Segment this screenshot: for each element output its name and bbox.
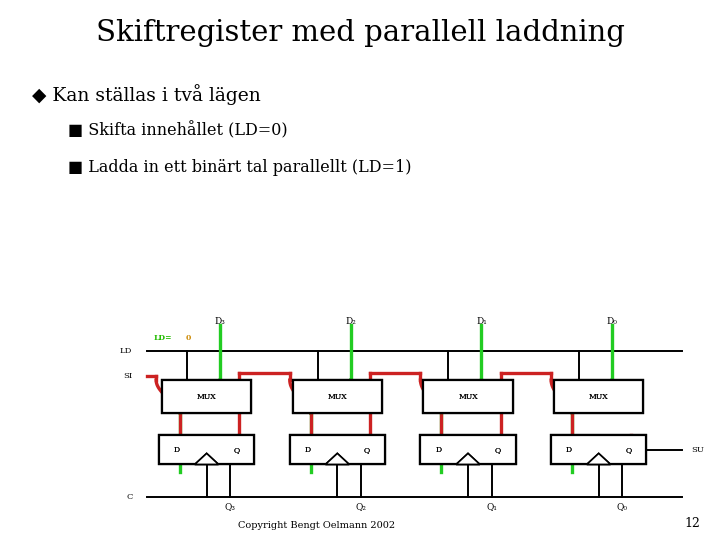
Text: MUX: MUX — [197, 393, 217, 401]
Text: ◆ Kan ställas i två lägen: ◆ Kan ställas i två lägen — [32, 84, 261, 105]
Bar — [162, 380, 251, 413]
Text: D: D — [566, 446, 572, 454]
Bar — [423, 380, 513, 413]
Text: D₃: D₃ — [215, 317, 225, 326]
Bar — [293, 380, 382, 413]
Text: LD: LD — [120, 347, 132, 355]
Polygon shape — [325, 454, 349, 464]
Text: D: D — [305, 446, 311, 454]
Text: Q₀: Q₀ — [617, 502, 628, 511]
Text: MUX: MUX — [589, 393, 608, 401]
Polygon shape — [456, 454, 480, 464]
Text: Q: Q — [495, 446, 501, 454]
Polygon shape — [194, 454, 219, 464]
Bar — [554, 380, 643, 413]
Bar — [159, 435, 254, 464]
Text: 0: 0 — [186, 334, 192, 342]
Text: Q: Q — [233, 446, 240, 454]
Bar — [162, 380, 251, 413]
Polygon shape — [194, 454, 219, 464]
Text: ■ Skifta innehållet (LD=0): ■ Skifta innehållet (LD=0) — [68, 122, 288, 139]
Text: C: C — [126, 494, 132, 501]
Bar — [420, 435, 516, 464]
Text: SU: SU — [690, 446, 703, 454]
Text: 12: 12 — [684, 517, 700, 530]
Text: D₂: D₂ — [346, 317, 356, 326]
Bar — [552, 435, 647, 464]
Text: Q₁: Q₁ — [486, 502, 498, 511]
Text: D: D — [435, 446, 441, 454]
Text: SI: SI — [123, 373, 132, 381]
Text: Q: Q — [625, 446, 631, 454]
Text: MUX: MUX — [197, 393, 217, 401]
Bar — [159, 435, 254, 464]
Text: ■ Ladda in ett binärt tal parallellt (LD=1): ■ Ladda in ett binärt tal parallellt (LD… — [68, 159, 412, 176]
Text: D₀: D₀ — [607, 317, 618, 326]
Text: LD=: LD= — [153, 334, 171, 342]
Text: MUX: MUX — [328, 393, 347, 401]
Text: D: D — [435, 446, 441, 454]
Polygon shape — [456, 454, 480, 464]
Text: MUX: MUX — [589, 393, 608, 401]
Text: MUX: MUX — [328, 393, 347, 401]
Text: D: D — [566, 446, 572, 454]
Text: Q₂: Q₂ — [356, 502, 366, 511]
Polygon shape — [587, 454, 611, 464]
Text: Copyright Bengt Oelmann 2002: Copyright Bengt Oelmann 2002 — [238, 521, 395, 530]
Bar — [552, 435, 647, 464]
Text: Q₃: Q₃ — [225, 502, 236, 511]
Bar — [289, 435, 385, 464]
Text: Q: Q — [233, 446, 240, 454]
Polygon shape — [325, 454, 349, 464]
Text: D: D — [174, 446, 180, 454]
Text: Skiftregister med parallell laddning: Skiftregister med parallell laddning — [96, 19, 624, 47]
Text: D₁: D₁ — [476, 317, 487, 326]
Text: MUX: MUX — [458, 393, 478, 401]
Polygon shape — [587, 454, 611, 464]
Text: MUX: MUX — [458, 393, 478, 401]
Text: Q: Q — [495, 446, 501, 454]
Text: Q: Q — [625, 446, 631, 454]
Bar — [293, 380, 382, 413]
Text: D: D — [305, 446, 311, 454]
Text: Q: Q — [364, 446, 370, 454]
Text: D: D — [174, 446, 180, 454]
Bar — [554, 380, 643, 413]
Bar — [423, 380, 513, 413]
Text: Q: Q — [364, 446, 370, 454]
Bar — [420, 435, 516, 464]
Bar — [289, 435, 385, 464]
